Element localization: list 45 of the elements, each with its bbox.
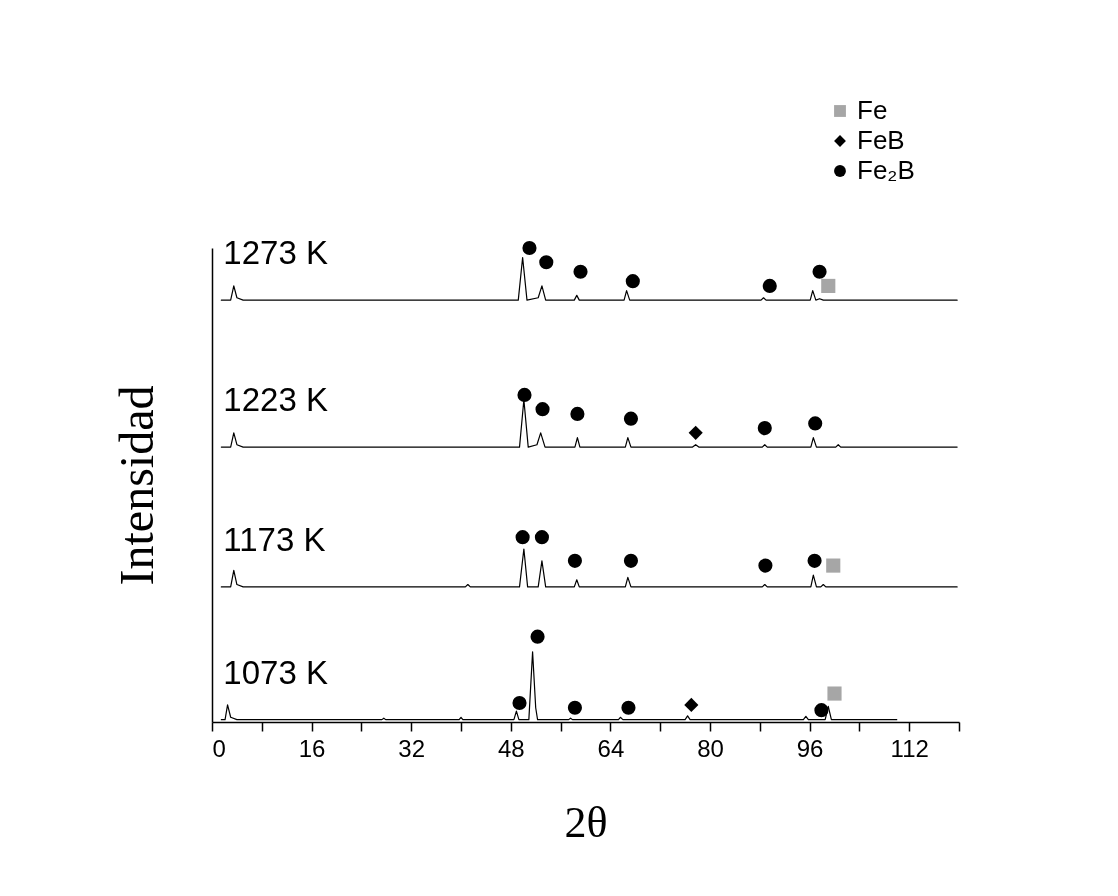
point [826, 558, 841, 573]
point [808, 416, 823, 431]
point [522, 240, 537, 256]
legend-label: Fe₂B [857, 155, 915, 185]
series-label: 1073 K [223, 653, 328, 691]
series-label: 1223 K [223, 381, 328, 419]
point [570, 406, 585, 421]
point [517, 387, 532, 402]
x-tick-label: 48 [497, 734, 525, 762]
legend-label: FeB [857, 125, 905, 155]
point [535, 402, 550, 417]
point [625, 274, 640, 289]
x-tick-label: 0 [212, 734, 226, 762]
x-tick-label: 96 [796, 734, 824, 762]
point [539, 255, 554, 270]
x-tick-label: 80 [697, 734, 724, 762]
point [757, 421, 772, 436]
x-axis-title: 2θ [564, 797, 608, 847]
point [688, 425, 703, 440]
point [812, 264, 827, 279]
x-tick-label: 32 [398, 734, 426, 762]
point [807, 553, 822, 568]
point [567, 553, 582, 568]
point [814, 703, 829, 718]
point [515, 530, 530, 545]
point [762, 278, 777, 293]
point [512, 695, 527, 711]
point [567, 700, 582, 715]
x-tick-label: 16 [298, 734, 326, 762]
point [530, 629, 545, 644]
point [758, 558, 773, 573]
point [684, 697, 699, 713]
point [621, 700, 636, 715]
point [623, 553, 639, 568]
legend-label: Fe [857, 95, 888, 125]
point [821, 278, 836, 293]
series-label: 1273 K [223, 234, 328, 272]
y-axis-title: Intensidad [109, 385, 163, 586]
point [573, 264, 588, 279]
point [623, 411, 639, 426]
point [827, 686, 842, 701]
x-tick-label: 112 [890, 734, 929, 762]
series-label: 1173 K [223, 520, 326, 558]
point [534, 530, 549, 545]
x-tick-label: 64 [597, 734, 625, 762]
